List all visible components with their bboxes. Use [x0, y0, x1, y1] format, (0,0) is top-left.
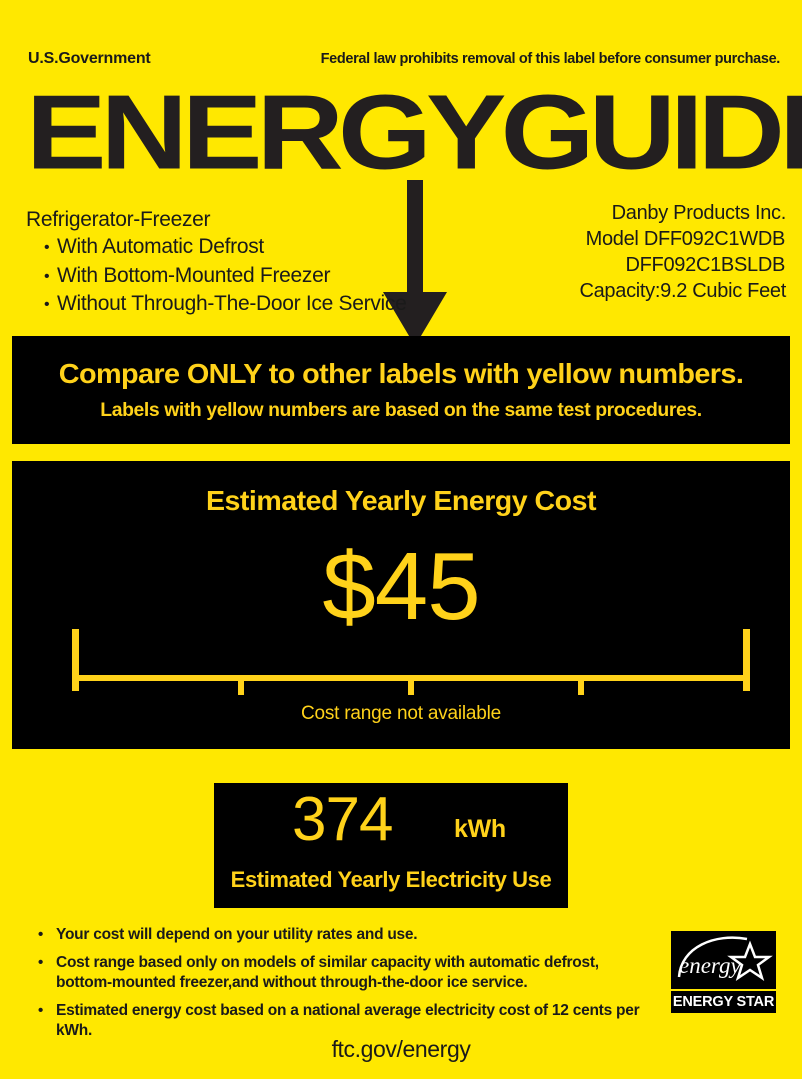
- feature-label: With Bottom-Mounted Freezer: [57, 263, 331, 287]
- down-arrow-icon: [383, 180, 447, 346]
- ftc-url: ftc.gov/energy: [331, 1036, 471, 1062]
- energy-star-logo: energy ENERGY STAR: [671, 931, 776, 1013]
- header-strip: U.S.Government Federal law prohibits rem…: [0, 50, 802, 74]
- compare-banner: Compare ONLY to other labels with yellow…: [12, 336, 790, 444]
- energy-star-mark: energy: [671, 931, 776, 989]
- energy-star-bar-label: ENERGY STAR: [671, 991, 776, 1013]
- capacity-text: Capacity:9.2 Cubic Feet: [579, 280, 786, 302]
- compare-subtext: Labels with yellow numbers are based on …: [100, 400, 702, 421]
- cost-heading: Estimated Yearly Energy Cost: [206, 485, 596, 516]
- footnote-text: Your cost will depend on your utility ra…: [56, 926, 418, 943]
- manufacturer-block: Danby Products Inc. Model DFF092C1WDB DF…: [486, 200, 786, 304]
- electricity-use-caption: Estimated Yearly Electricity Use: [230, 867, 552, 892]
- footnotes: • Your cost will depend on your utility r…: [34, 925, 654, 1042]
- bullet-icon: •: [44, 296, 50, 313]
- estimated-yearly-electricity-use-panel: 374 kWh Estimated Yearly Electricity Use: [210, 779, 572, 912]
- product-feature-list: • With Automatic Defrost • With Bottom-Mou…: [26, 233, 496, 319]
- product-description: Refrigerator-Freezer • With Automatic Def…: [26, 206, 496, 319]
- estimated-yearly-energy-cost-panel: Estimated Yearly Energy Cost $45 Cost ra…: [12, 461, 790, 749]
- agency-text: U.S.Government: [28, 50, 151, 67]
- energyguide-wordmark-area: ENERGYGUIDE: [0, 80, 802, 346]
- electricity-use-value: 374: [292, 785, 393, 854]
- electricity-use-unit: kWh: [454, 815, 506, 843]
- bullet-icon: •: [38, 953, 44, 971]
- cost-range-scale: [72, 629, 750, 695]
- compare-headline: Compare ONLY to other labels with yellow…: [58, 358, 744, 389]
- electricity-use-row: 374 kWh: [214, 783, 568, 857]
- bullet-icon: •: [38, 1001, 44, 1019]
- model-number-secondary: DFF092C1BSLDB: [625, 254, 786, 276]
- list-item: • With Bottom-Mounted Freezer: [44, 262, 496, 291]
- list-item: • With Automatic Defrost: [44, 233, 496, 262]
- manufacturer-name: Danby Products Inc.: [611, 202, 787, 224]
- bullet-icon: •: [44, 267, 50, 285]
- star-icon: [727, 940, 773, 981]
- product-type: Refrigerator-Freezer: [26, 208, 211, 231]
- list-item: • Without Through-The-Door Ice Service: [44, 290, 496, 319]
- list-item: • Estimated energy cost based on a nation…: [34, 1001, 654, 1042]
- footnote-text: Cost range based only on models of simil…: [56, 953, 599, 992]
- page-title: ENERGYGUIDE: [26, 73, 802, 193]
- list-item: • Cost range based only on models of simi…: [34, 953, 654, 994]
- cost-value: $45: [322, 533, 480, 640]
- energy-star-graphic: energy: [677, 936, 773, 981]
- bullet-icon: •: [44, 239, 50, 256]
- cost-range-note: Cost range not available: [300, 703, 502, 724]
- bullet-icon: •: [38, 926, 44, 943]
- list-item: • Your cost will depend on your utility r…: [34, 925, 654, 946]
- legal-notice-text: Federal law prohibits removal of this la…: [320, 51, 781, 67]
- footnote-text: Estimated energy cost based on a nationa…: [56, 1001, 640, 1040]
- feature-label: Without Through-The-Door Ice Service: [57, 292, 407, 315]
- feature-label: With Automatic Defrost: [57, 235, 264, 258]
- model-number-primary: Model DFF092C1WDB: [585, 228, 786, 250]
